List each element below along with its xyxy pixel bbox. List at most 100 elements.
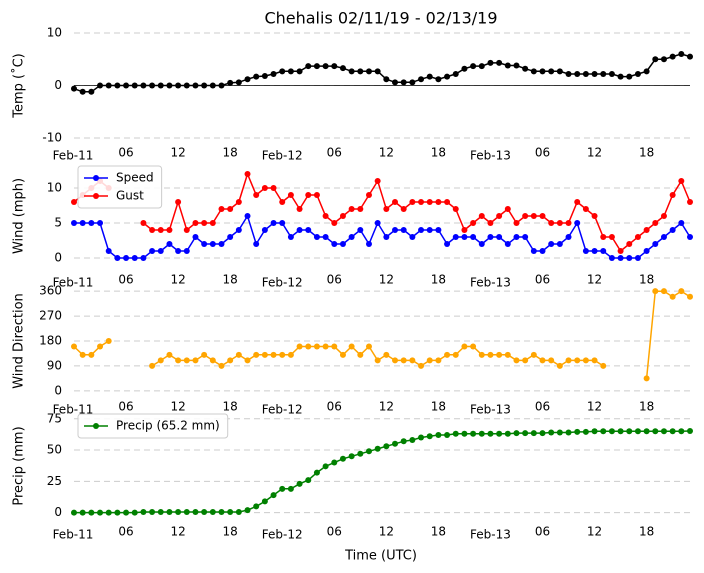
data-point <box>687 428 693 435</box>
data-point <box>426 73 433 80</box>
data-point <box>339 241 346 247</box>
data-point <box>582 70 589 77</box>
data-point <box>123 255 130 261</box>
data-point <box>166 82 173 89</box>
data-point <box>687 234 693 240</box>
data-point <box>565 220 572 226</box>
data-point <box>591 248 598 254</box>
data-point <box>331 241 338 247</box>
data-point <box>88 509 95 516</box>
x-tick-label: Feb-13 <box>470 149 511 163</box>
x-tick-label: Feb-13 <box>470 276 511 290</box>
x-tick-label: 06 <box>327 525 342 539</box>
data-point <box>348 453 355 460</box>
x-tick-label: 06 <box>327 146 342 160</box>
data-point <box>348 234 355 240</box>
data-point <box>261 73 268 80</box>
y-tick-label: 0 <box>54 251 62 265</box>
x-tick-label: Feb-11 <box>53 149 94 163</box>
data-point <box>296 343 303 350</box>
data-point <box>261 185 268 191</box>
data-point <box>270 492 277 499</box>
data-point <box>192 220 199 226</box>
data-point <box>470 430 477 437</box>
data-point <box>305 477 312 484</box>
data-point <box>183 227 190 233</box>
data-point <box>539 248 546 254</box>
data-point <box>305 343 312 350</box>
x-tick-label: 12 <box>587 273 602 287</box>
data-point <box>105 82 112 89</box>
legend-label: Gust <box>116 189 144 203</box>
data-point <box>478 63 485 70</box>
data-point <box>556 362 563 369</box>
legend: Speed Gust <box>77 165 163 209</box>
data-point <box>478 241 485 247</box>
data-point <box>513 234 520 240</box>
data-point <box>140 255 147 261</box>
data-point <box>565 429 572 436</box>
data-point <box>669 428 676 435</box>
data-point <box>201 82 208 89</box>
data-point <box>279 68 286 75</box>
data-point <box>192 234 199 240</box>
data-point <box>261 227 268 233</box>
x-tick-label: Feb-11 <box>53 276 94 290</box>
data-point <box>157 357 164 364</box>
data-point <box>270 351 277 358</box>
chart-title: Chehalis 02/11/19 - 02/13/19 <box>264 9 497 28</box>
data-point <box>522 234 529 240</box>
x-axis-label: Time (UTC) <box>344 549 417 564</box>
data-point <box>669 227 676 233</box>
x-tick-label: 18 <box>223 525 238 539</box>
data-point <box>539 213 546 219</box>
data-point <box>574 357 581 364</box>
data-point <box>157 508 164 515</box>
data-point <box>305 192 312 198</box>
legend-label: Speed <box>116 171 154 185</box>
legend-label: Precip (65.2 mm) <box>116 419 220 433</box>
data-point <box>348 206 355 212</box>
data-point <box>253 241 260 247</box>
data-point <box>452 206 459 212</box>
x-tick-label: Feb-12 <box>262 149 303 163</box>
data-point <box>565 357 572 364</box>
data-point <box>574 220 581 226</box>
x-tick-label: Feb-12 <box>262 276 303 290</box>
data-point <box>617 73 624 80</box>
data-point <box>539 357 546 364</box>
data-point <box>418 227 425 233</box>
data-point <box>452 70 459 77</box>
data-point <box>331 63 338 70</box>
x-tick-label: 06 <box>327 273 342 287</box>
x-tick-label: 12 <box>170 400 185 414</box>
data-point <box>548 220 555 226</box>
data-point <box>470 220 477 226</box>
data-point <box>209 357 216 364</box>
data-point <box>643 428 650 435</box>
data-point <box>209 508 216 515</box>
data-point <box>418 434 425 441</box>
data-point <box>149 82 156 89</box>
data-point <box>279 220 286 226</box>
data-point <box>227 508 234 515</box>
data-point <box>296 227 303 233</box>
data-point <box>426 433 433 440</box>
data-point <box>522 430 529 437</box>
data-point <box>175 82 182 89</box>
x-tick-label: Feb-12 <box>262 528 303 542</box>
data-point <box>400 438 407 445</box>
data-point <box>235 227 242 233</box>
x-tick-label: 06 <box>535 525 550 539</box>
x-tick-label: 18 <box>223 400 238 414</box>
data-point <box>348 343 355 350</box>
x-tick-label: 18 <box>639 146 654 160</box>
data-point <box>556 220 563 226</box>
data-point <box>496 59 503 66</box>
data-point <box>357 450 364 457</box>
data-point <box>175 357 182 364</box>
data-point <box>600 248 607 254</box>
y-axis-label: Precip (mm) <box>12 426 27 505</box>
data-point <box>487 234 494 240</box>
data-point <box>556 429 563 436</box>
